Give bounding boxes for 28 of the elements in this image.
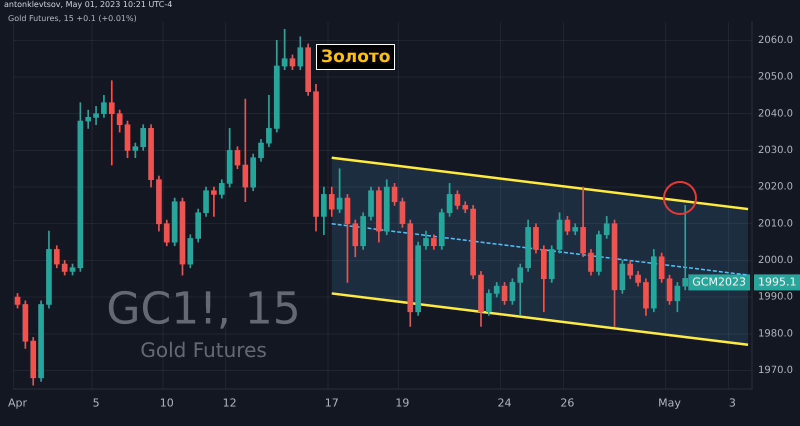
y-tick-label: 1990.0	[758, 292, 793, 303]
x-tick-label: 19	[395, 396, 410, 410]
x-tick-label: 10	[160, 396, 174, 410]
y-tick-label: 2010.0	[758, 218, 793, 230]
y-tick-label: 1970.0	[758, 365, 793, 376]
annotation: GCM2023	[692, 275, 746, 288]
chart-subtitle: Gold Futures, 15 +0.1 (+0.01%)	[8, 14, 137, 23]
text: antonklevtsov, May 01, 2023 10:21 UTC-4	[4, 0, 172, 10]
text: Золото	[316, 44, 396, 70]
x-tick-label: Apr	[8, 396, 28, 410]
annotation: GC1!, 15	[106, 283, 301, 334]
y-tick-label: 2040.0	[758, 108, 793, 120]
y-tick-label: 2060.0	[758, 34, 793, 46]
candlestick	[93, 106, 99, 126]
y-tick-label: 2030.0	[758, 144, 793, 156]
x-tick-label: 17	[324, 396, 339, 410]
y-tick-label: 2020.0	[758, 182, 793, 193]
y-tick-label: 2000.0	[758, 255, 793, 266]
y-tick-label: 1980.0	[758, 328, 793, 340]
x-tick-label: 12	[222, 396, 237, 410]
x-tick-label: 24	[498, 396, 512, 410]
x-tick-label: 5	[92, 396, 100, 410]
x-tick-label: May	[658, 396, 682, 410]
text: 1995.1	[758, 275, 796, 288]
x-tick-label: 26	[560, 396, 574, 410]
x-tick-label: 3	[728, 396, 736, 410]
annotation: Gold Futures	[140, 338, 267, 362]
y-tick-label: 2050.0	[758, 72, 793, 83]
